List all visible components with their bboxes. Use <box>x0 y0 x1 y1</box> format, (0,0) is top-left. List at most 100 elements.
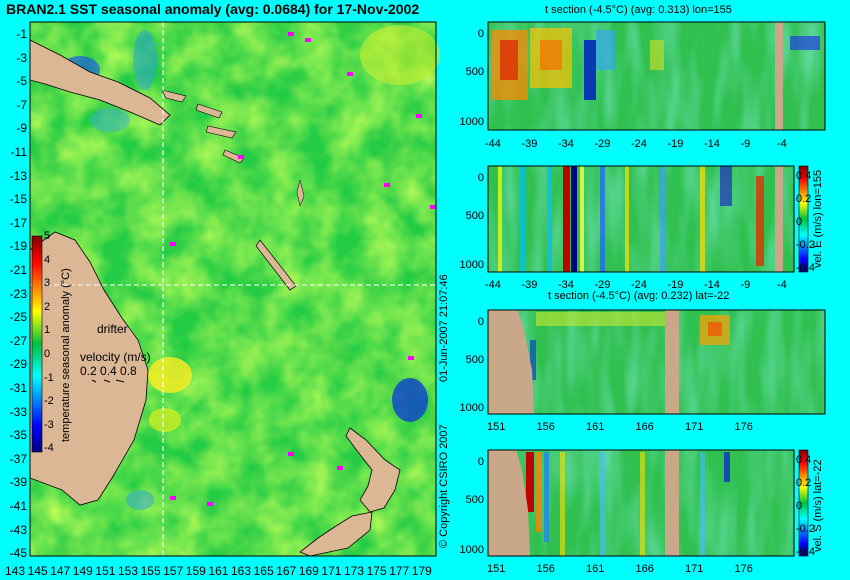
panel-2-colorbar <box>798 165 809 273</box>
p4-colorbar-tick-label: -0.4 <box>796 546 815 558</box>
p2-x-tick-label: -39 <box>521 279 538 291</box>
map-frame <box>29 21 437 557</box>
velocity-stripe <box>600 166 605 272</box>
island <box>296 179 305 207</box>
velocity-stripe <box>580 166 584 272</box>
map-x-tick-label: 175 <box>366 564 387 578</box>
p3-y-tick-label: 1000 <box>459 402 484 414</box>
map-x-tick-label: 179 <box>411 564 432 578</box>
map-y-tick-label: -9 <box>16 121 27 136</box>
panel-3-temperature-section <box>487 309 826 415</box>
p3-x-tick-label: 161 <box>586 421 605 433</box>
p1-x-tick-label: -24 <box>631 138 647 150</box>
velocity-stripe <box>547 166 552 272</box>
panel-3-texture <box>488 310 825 414</box>
map-x-tick-label: 151 <box>95 564 116 578</box>
drifter-marker <box>408 356 414 360</box>
drifter-marker <box>305 38 311 42</box>
p3-y-tick-label: 500 <box>465 354 484 366</box>
map-x-tick-label: 163 <box>231 564 252 578</box>
p1-x-tick-label: -34 <box>558 138 574 150</box>
drifter-marker <box>337 466 343 470</box>
p2-colorbar-tick-label: 0.2 <box>796 193 812 205</box>
warm-patch <box>148 357 192 393</box>
velocity-stripe <box>498 166 502 272</box>
cool-anomaly <box>596 30 616 70</box>
map-x-tick-label: 171 <box>321 564 342 578</box>
p3-x-tick-label: 171 <box>685 421 704 433</box>
p1-x-tick-label: -44 <box>485 138 501 150</box>
map-y-tick-label: -5 <box>16 74 27 89</box>
p1-x-tick-label: -39 <box>521 138 538 150</box>
generation-timestamp: 01-Jun-2007 21:07:46 <box>438 274 450 382</box>
warm-patch <box>149 408 181 432</box>
cool-patch <box>392 378 428 422</box>
warm-anomaly <box>536 312 666 326</box>
map-y-tick-label: -23 <box>9 286 27 301</box>
velocity-stripe <box>563 166 570 272</box>
map-y-tick-label: -25 <box>9 310 27 325</box>
cool-anomaly <box>790 36 820 50</box>
velocity-stripe <box>640 452 645 556</box>
sst-map <box>29 21 440 557</box>
warm-anomaly <box>708 322 722 336</box>
velocity-stripe <box>720 166 732 206</box>
map-title: BRAN2.1 SST seasonal anomaly (avg: 0.068… <box>6 1 420 17</box>
p3-x-tick-label: 151 <box>487 421 506 433</box>
cool-patch <box>126 490 154 510</box>
map-y-tick-label: -27 <box>9 333 27 348</box>
p4-y-tick-label: 1000 <box>459 544 484 556</box>
panel-4-colorbar-label: vel. S (m/s) lat=-22 <box>812 459 824 552</box>
panel-1-temperature-section <box>487 21 826 131</box>
p1-y-tick-label: 1000 <box>459 116 484 128</box>
p2-x-tick-label: -14 <box>704 279 720 291</box>
panel-4-colorbar <box>798 449 809 557</box>
drifter-marker <box>207 502 213 506</box>
cool-anomaly <box>530 340 536 380</box>
p1-y-tick-label: 500 <box>465 66 484 78</box>
map-y-tick-label: -3 <box>16 50 27 65</box>
map-colorbar-tick-label: 4 <box>44 253 51 266</box>
map-colorbar <box>31 235 43 453</box>
cool-anomaly <box>584 40 596 100</box>
p2-y-tick-label: 0 <box>477 172 484 184</box>
map-x-tick-label: 169 <box>298 564 319 578</box>
drifter-marker <box>288 452 294 456</box>
velocity-stripe <box>700 166 705 272</box>
p1-x-tick-label: -14 <box>704 138 720 150</box>
velocity-stripe <box>660 166 665 272</box>
map-y-tick-label: -21 <box>9 263 27 277</box>
map-x-tick-label: 167 <box>276 564 297 578</box>
p4-colorbar-tick-label: 0.2 <box>796 477 812 489</box>
map-colorbar-tick-label: -2 <box>44 395 54 408</box>
map-x-tick-label: 159 <box>185 564 206 578</box>
map-y-tick-label: -11 <box>10 145 27 159</box>
map-x-tick-label: 173 <box>344 564 365 578</box>
legend-velocity-values: 0.2 0.4 0.8 <box>80 364 137 378</box>
panel-2-frame <box>487 165 795 273</box>
p2-colorbar-tick-label: 0.4 <box>796 170 812 182</box>
panel-2-colorbar-label: vel. E (m/s) lon=155 <box>812 169 824 268</box>
map-x-tick-label: 149 <box>72 564 93 578</box>
p2-x-tick-label: -24 <box>631 279 647 291</box>
island <box>205 125 237 139</box>
map-y-tick-label: -17 <box>9 215 27 230</box>
p1-x-tick-label: -9 <box>740 138 751 150</box>
map-y-tick-label: -37 <box>9 451 27 466</box>
missing-data-band <box>775 166 783 272</box>
p2-colorbar-tick-label: 0 <box>796 216 803 228</box>
panel-3-frame <box>487 309 826 415</box>
p2-y-tick-label: 1000 <box>459 259 484 271</box>
p4-y-tick-label: 0 <box>477 456 484 468</box>
map-y-tick-label: -41 <box>9 499 27 513</box>
velocity-stripe <box>625 166 629 272</box>
p4-colorbar-tick-label: 0.4 <box>796 454 812 466</box>
map-colorbar-tick-label: 5 <box>44 230 51 242</box>
drifter-marker <box>384 183 390 187</box>
map-x-tick-label: 153 <box>118 564 139 578</box>
p3-x-tick-label: 156 <box>536 421 555 433</box>
warm-anomaly <box>650 40 664 70</box>
velocity-stripe <box>544 452 549 542</box>
warm-patch <box>360 25 440 85</box>
